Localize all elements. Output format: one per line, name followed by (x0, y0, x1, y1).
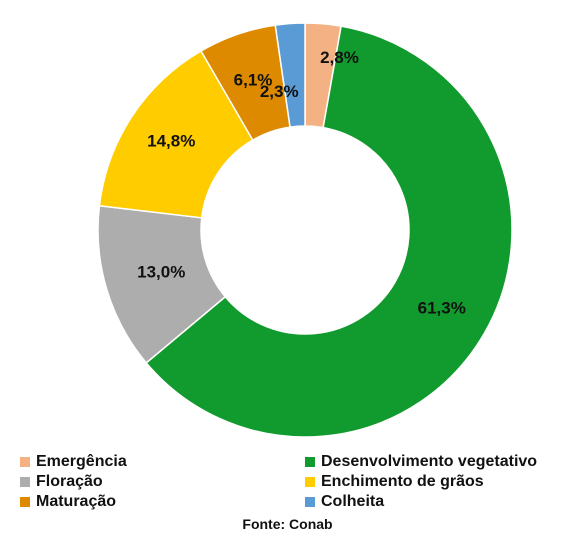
slice-desenvolvimento-vegetativo (145, 25, 513, 438)
legend-label: Floração (36, 473, 103, 490)
legend-label: Emergência (36, 453, 127, 470)
slice-label-colheita: 2,3% (260, 82, 299, 101)
legend: Emergência Desenvolvimento vegetativo Flor… (0, 452, 575, 516)
slice-label-enchimento-de-graos: 14,8% (147, 132, 195, 151)
legend-label: Desenvolvimento vegetativo (321, 453, 538, 470)
source-note: Fonte: Conab (242, 516, 333, 532)
slice-floracao (97, 204, 227, 364)
slice-label-maturacao: 6,1% (234, 70, 273, 89)
legend-item-colheita: Colheita (305, 492, 384, 512)
legend-item-maturacao: Maturação (20, 492, 116, 512)
donut-chart: 2,8% 61,3% 13,0% 14,8% 6,1%2,3% (97, 22, 513, 438)
legend-item-desenvolvimento-vegetativo: Desenvolvimento vegetativo (305, 452, 537, 472)
legend-swatch (20, 477, 30, 487)
legend-label: Enchimento de grãos (321, 473, 484, 490)
legend-label: Colheita (321, 493, 385, 510)
legend-swatch (305, 457, 315, 467)
legend-swatch (20, 457, 30, 467)
slice-colheita (274, 22, 306, 128)
slice-label-floracao: 13,0% (137, 262, 185, 281)
slice-labels-group: 2,8% 61,3% 13,0% 14,8% 6,1%2,3% (137, 48, 466, 318)
legend-label: Maturação (36, 493, 117, 510)
legend-item-floracao: Floração (20, 472, 103, 492)
legend-swatch (20, 497, 30, 507)
legend-item-emergencia: Emergência (20, 452, 127, 472)
slice-enchimento-de-graos (98, 49, 254, 219)
legend-swatch (305, 477, 315, 487)
legend-item-enchimento-de-graos: Enchimento de grãos (305, 472, 484, 492)
slices-group (97, 22, 513, 438)
legend-swatch (305, 497, 315, 507)
slice-label-emergencia: 2,8% (320, 48, 359, 67)
slice-label-desenvolvimento-vegetativo: 61,3% (418, 299, 466, 318)
